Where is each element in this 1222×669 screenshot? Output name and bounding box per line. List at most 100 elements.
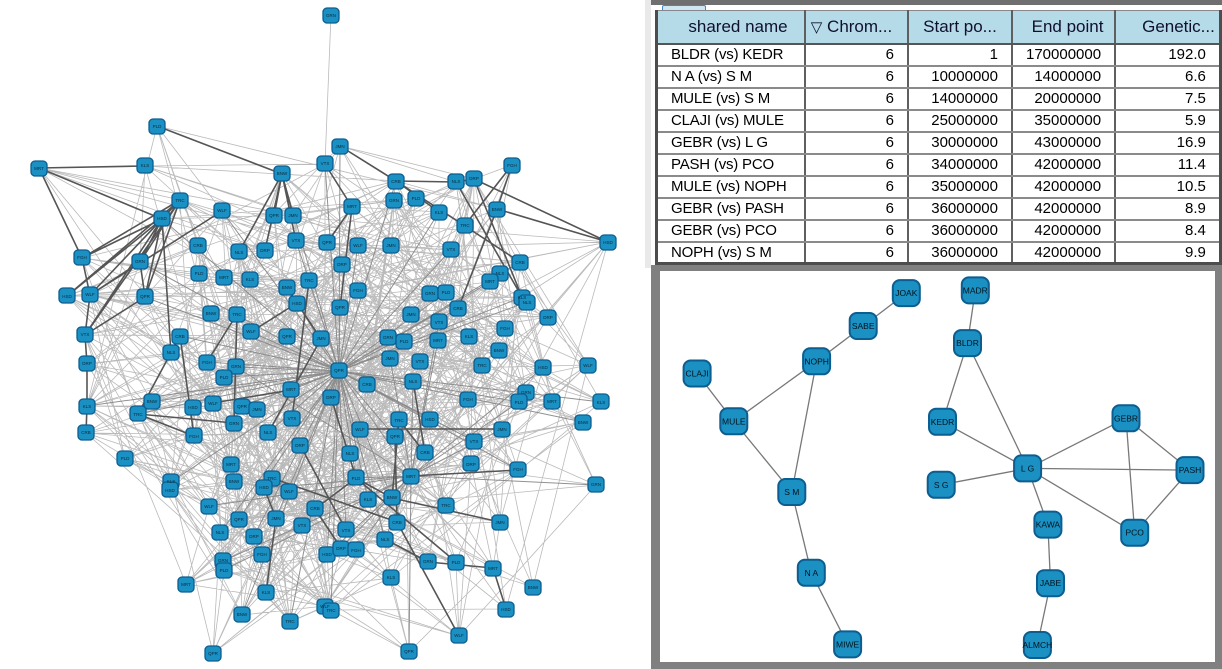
svg-text:NLS: NLS [264,430,273,435]
svg-text:FGH: FGH [351,548,361,553]
svg-text:JMN: JMN [288,213,297,218]
svg-text:HSD: HSD [165,488,175,493]
svg-text:TRC: TRC [326,608,336,613]
svg-text:JMN: JMN [271,516,280,521]
svg-text:VTX: VTX [447,247,456,252]
svg-text:CRB: CRB [515,260,525,265]
svg-text:QPR: QPR [322,240,333,245]
svg-text:NLS: NLS [523,300,532,305]
svg-text:KLS: KLS [83,404,92,409]
svg-text:DRP: DRP [337,262,347,267]
svg-text:TRC: TRC [285,619,295,624]
svg-text:GRN: GRN [425,291,435,296]
svg-text:DRP: DRP [249,534,259,539]
svg-text:MRT: MRT [226,462,236,467]
svg-text:NLS: NLS [409,379,418,384]
svg-text:GEBR: GEBR [1114,413,1138,423]
svg-text:KLS: KLS [262,590,271,595]
svg-text:PLD: PLD [195,271,205,276]
svg-text:N A: N A [804,568,818,578]
svg-text:FGH: FGH [463,397,473,402]
svg-text:CRB: CRB [392,520,402,525]
svg-text:QPR: QPR [140,294,151,299]
svg-text:TRC: TRC [232,312,242,317]
svg-text:QPR: QPR [334,368,345,373]
svg-text:DRP: DRP [82,361,92,366]
svg-text:WLF: WLF [208,401,218,406]
svg-text:QPR: QPR [269,213,280,218]
svg-text:L G: L G [1021,463,1034,473]
svg-text:PLD: PLD [153,124,163,129]
svg-text:DRP: DRP [543,315,553,320]
svg-text:WLF: WLF [583,363,593,368]
svg-text:PLD: PLD [452,560,462,565]
svg-text:MRT: MRT [547,399,557,404]
svg-text:S M: S M [784,487,799,497]
svg-text:BNW: BNW [229,479,240,484]
svg-text:MRT: MRT [181,582,191,587]
svg-text:GRN: GRN [135,259,145,264]
svg-text:FGH: FGH [77,255,87,260]
svg-text:TRC: TRC [477,363,487,368]
svg-text:MRT: MRT [488,566,498,571]
svg-text:NLS: NLS [167,350,176,355]
svg-text:BLDR: BLDR [956,338,979,348]
svg-text:HSD: HSD [157,216,167,221]
svg-text:VTX: VTX [416,359,425,364]
svg-text:GRN: GRN [389,198,399,203]
svg-text:QPR: QPR [335,305,346,310]
svg-text:FGH: FGH [353,288,363,293]
svg-text:TRC: TRC [441,503,451,508]
svg-text:NLS: NLS [235,250,244,255]
svg-text:HSD: HSD [501,607,511,612]
svg-text:JMN: JMN [495,520,504,525]
svg-text:PLD: PLD [412,196,422,201]
svg-text:FGH: FGH [513,467,523,472]
svg-text:MRT: MRT [485,279,495,284]
svg-text:BNW: BNW [528,585,539,590]
svg-text:TRC: TRC [175,198,185,203]
svg-text:JMN: JMN [497,427,506,432]
svg-text:GRN: GRN [591,482,601,487]
svg-text:WLF: WLF [246,329,256,334]
svg-text:BNW: BNW [578,420,589,425]
svg-text:KLS: KLS [364,497,373,502]
svg-text:JMN: JMN [335,144,344,149]
svg-text:HSD: HSD [538,365,548,370]
svg-text:FGH: FGH [507,163,517,168]
svg-text:WLF: WLF [320,604,330,609]
svg-text:TRC: TRC [267,476,277,481]
svg-text:CRB: CRB [391,179,401,184]
svg-text:GRN: GRN [326,13,336,18]
svg-text:JMN: JMN [252,407,261,412]
svg-text:CRB: CRB [420,450,430,455]
svg-text:HSD: HSD [292,301,302,306]
svg-text:WLF: WLF [355,427,365,432]
svg-text:DRP: DRP [326,395,336,400]
svg-text:PLD: PLD [400,339,410,344]
svg-text:MRT: MRT [406,474,416,479]
svg-text:MRT: MRT [286,387,296,392]
svg-text:MADR: MADR [963,285,988,295]
svg-text:JMN: JMN [385,356,394,361]
svg-text:DRP: DRP [466,462,476,467]
svg-text:VTX: VTX [288,416,297,421]
svg-text:JABE: JABE [1040,578,1062,588]
svg-text:NLS: NLS [452,179,461,184]
svg-text:KLS: KLS [387,575,396,580]
svg-text:HSD: HSD [259,485,269,490]
svg-text:HSD: HSD [425,417,435,422]
svg-text:NLS: NLS [216,530,225,535]
svg-text:ALMCH: ALMCH [1023,640,1053,650]
svg-text:JMN: JMN [406,312,415,317]
svg-text:WLF: WLF [85,292,95,297]
svg-text:KLS: KLS [597,400,606,405]
svg-text:MULE: MULE [722,416,746,426]
svg-text:KAWA: KAWA [1036,520,1061,530]
svg-text:HSD: HSD [188,405,198,410]
svg-text:KLS: KLS [246,277,255,282]
svg-text:CRB: CRB [453,306,463,311]
svg-text:MRT: MRT [433,338,443,343]
svg-text:PLD: PLD [515,400,525,405]
svg-text:HSD: HSD [322,552,332,557]
